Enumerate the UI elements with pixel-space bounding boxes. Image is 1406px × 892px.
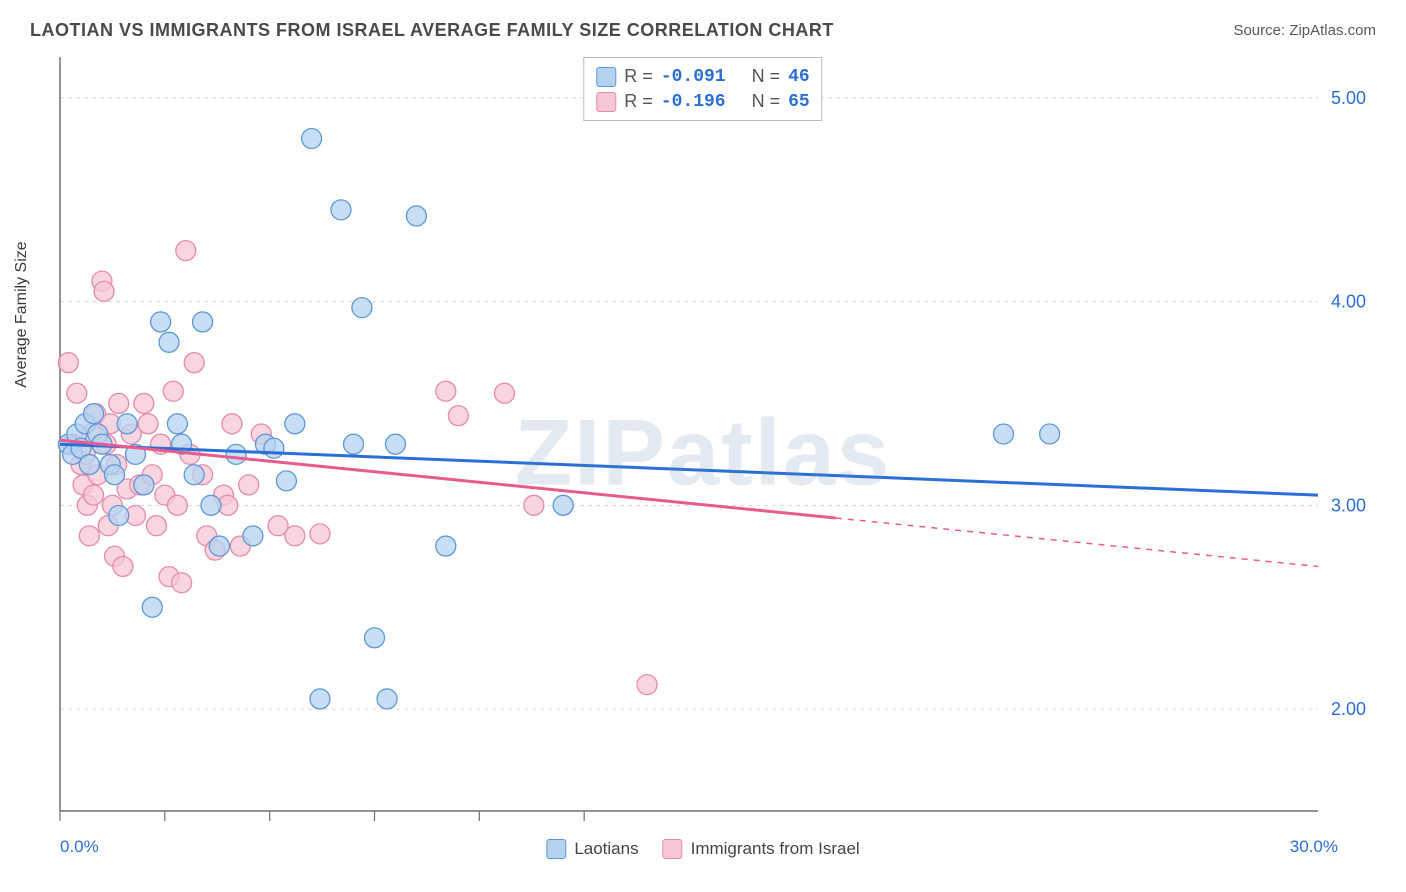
scatter-chart: 2.00 3.00 4.00 5.00	[18, 51, 1388, 871]
legend-item: Immigrants from Israel	[663, 839, 860, 859]
stat-r-value: -0.196	[661, 92, 726, 112]
legend-item: Laotians	[546, 839, 638, 859]
source-label: Source: ZipAtlas.com	[1233, 22, 1376, 39]
stat-n-value: 46	[788, 67, 810, 87]
chart-title: LAOTIAN VS IMMIGRANTS FROM ISRAEL AVERAG…	[30, 20, 834, 41]
x-axis-min-label: 0.0%	[60, 837, 99, 857]
legend-swatch	[596, 67, 616, 87]
legend-swatch	[546, 839, 566, 859]
legend-swatch	[663, 839, 683, 859]
stats-row: R = -0.196 N = 65	[596, 89, 809, 114]
stats-row: R = -0.091 N = 46	[596, 64, 809, 89]
chart-container: Average Family Size ZIPatlas 2.003.004.0…	[18, 51, 1388, 871]
svg-text:3.00: 3.00	[1331, 495, 1366, 515]
stat-n-value: 65	[788, 92, 810, 112]
svg-text:4.00: 4.00	[1331, 292, 1366, 312]
legend-label: Laotians	[574, 839, 638, 859]
stat-n-label: N =	[752, 66, 781, 87]
stat-r-label: R =	[624, 91, 653, 112]
svg-text:5.00: 5.00	[1331, 88, 1366, 108]
x-axis-max-label: 30.0%	[1290, 837, 1338, 857]
stat-n-label: N =	[752, 91, 781, 112]
stat-r-label: R =	[624, 66, 653, 87]
stats-legend-box: R = -0.091 N = 46 R = -0.196 N = 65	[583, 57, 822, 121]
stat-r-value: -0.091	[661, 67, 726, 87]
bottom-legend: Laotians Immigrants from Israel	[546, 839, 859, 859]
legend-swatch	[596, 92, 616, 112]
legend-label: Immigrants from Israel	[691, 839, 860, 859]
y-axis-label: Average Family Size	[13, 241, 31, 387]
svg-text:2.00: 2.00	[1331, 699, 1366, 719]
